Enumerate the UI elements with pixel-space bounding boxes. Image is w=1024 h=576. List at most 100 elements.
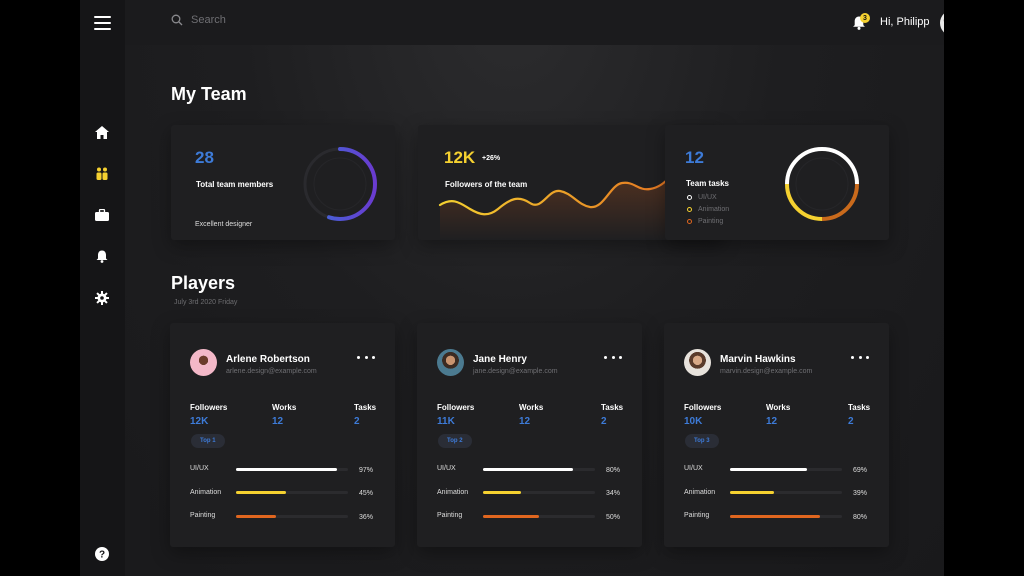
stat-header-tasks: Tasks bbox=[601, 403, 624, 412]
skill-progress-fill bbox=[236, 468, 337, 471]
skill-progress-fill bbox=[483, 491, 522, 494]
player-email: marvin.design@example.com bbox=[720, 368, 813, 375]
skill-progress-bar bbox=[483, 491, 595, 494]
rank-badge[interactable]: Top 1 bbox=[191, 434, 225, 448]
home-icon[interactable] bbox=[93, 123, 111, 141]
skill-progress-bar bbox=[730, 491, 842, 494]
team-tasks-card: 12 Team tasks UI/UX Animation Painting bbox=[665, 125, 889, 240]
stat-header-works: Works bbox=[272, 403, 297, 412]
player-card: Jane Henry jane.design@example.com Follo… bbox=[417, 323, 642, 547]
skill-progress-bar bbox=[483, 468, 595, 471]
skill-percent: 80% bbox=[606, 467, 621, 474]
ring-segment-uiux bbox=[821, 147, 859, 185]
stat-header-works: Works bbox=[766, 403, 791, 412]
stat-header-followers: Followers bbox=[190, 403, 228, 412]
bell-icon[interactable] bbox=[93, 247, 111, 265]
stat-value-works: 12 bbox=[766, 416, 778, 427]
stat-header-tasks: Tasks bbox=[354, 403, 377, 412]
ring-segment-painting bbox=[821, 183, 859, 221]
stat-value-followers: 10K bbox=[684, 416, 703, 427]
team-tasks-ring bbox=[785, 147, 859, 221]
players-date: July 3rd 2020 Friday bbox=[174, 299, 238, 306]
legend-item-painting: Painting bbox=[687, 218, 723, 225]
stat-value-followers: 12K bbox=[190, 416, 209, 427]
skill-progress-fill bbox=[483, 468, 573, 471]
stat-value-tasks: 2 bbox=[354, 416, 360, 427]
player-avatar[interactable] bbox=[684, 349, 711, 376]
hamburger-menu-icon[interactable] bbox=[94, 16, 111, 30]
user-avatar[interactable] bbox=[940, 10, 944, 36]
team-tasks-count: 12 bbox=[685, 148, 704, 167]
stat-header-tasks: Tasks bbox=[848, 403, 871, 412]
skill-progress-bar bbox=[236, 491, 348, 494]
stat-value-tasks: 2 bbox=[601, 416, 607, 427]
player-name[interactable]: Marvin Hawkins bbox=[720, 354, 796, 365]
more-options-icon[interactable] bbox=[604, 353, 622, 361]
team-tasks-label: Team tasks bbox=[686, 179, 729, 188]
briefcase-icon[interactable] bbox=[93, 206, 111, 224]
skill-progress-bar bbox=[730, 515, 842, 518]
skill-percent: 34% bbox=[606, 490, 621, 497]
skill-progress-fill bbox=[483, 515, 539, 518]
legend-dot-uiux bbox=[687, 195, 692, 200]
search-input[interactable] bbox=[191, 14, 351, 26]
skill-label: UI/UX bbox=[190, 465, 209, 472]
stat-value-works: 12 bbox=[272, 416, 284, 427]
team-icon[interactable] bbox=[93, 164, 111, 182]
skill-label: UI/UX bbox=[437, 465, 456, 472]
player-avatar[interactable] bbox=[437, 349, 464, 376]
team-members-label: Total team members bbox=[196, 180, 274, 189]
svg-text:?: ? bbox=[99, 550, 105, 561]
skill-progress-bar bbox=[730, 468, 842, 471]
ring-segment-animation bbox=[785, 183, 823, 221]
help-icon[interactable]: ? bbox=[93, 545, 111, 563]
skill-label: Painting bbox=[437, 512, 463, 519]
skill-label: Animation bbox=[190, 489, 222, 496]
skill-progress-bar bbox=[236, 468, 348, 471]
legend-item-uiux: UI/UX bbox=[687, 194, 717, 201]
skill-label: Painting bbox=[684, 512, 710, 519]
team-members-card: 28 Total team members Excellent designer bbox=[171, 125, 395, 240]
skill-progress-fill bbox=[730, 491, 774, 494]
skill-percent: 97% bbox=[359, 467, 374, 474]
followers-count: 12K bbox=[444, 148, 476, 167]
notification-count-badge: 3 bbox=[860, 13, 870, 23]
more-options-icon[interactable] bbox=[357, 353, 375, 361]
legend-dot-painting bbox=[687, 219, 692, 224]
player-avatar[interactable] bbox=[190, 349, 217, 376]
skill-progress-fill bbox=[236, 515, 277, 518]
player-card: Marvin Hawkins marvin.design@example.com… bbox=[664, 323, 889, 547]
player-name[interactable]: Jane Henry bbox=[473, 354, 527, 365]
skill-progress-fill bbox=[236, 491, 287, 494]
legend-label-painting: Painting bbox=[698, 218, 724, 225]
skill-progress-bar bbox=[483, 515, 595, 518]
skill-percent: 36% bbox=[359, 514, 374, 521]
team-members-ring bbox=[303, 147, 377, 221]
skill-percent: 50% bbox=[606, 514, 621, 521]
legend-label-uiux: UI/UX bbox=[698, 194, 717, 201]
skill-label: UI/UX bbox=[684, 465, 703, 472]
search-icon[interactable] bbox=[171, 14, 183, 26]
my-team-title: My Team bbox=[171, 84, 247, 104]
skill-progress-fill bbox=[730, 515, 820, 518]
player-name[interactable]: Arlene Robertson bbox=[226, 354, 310, 365]
skill-progress-bar bbox=[236, 515, 348, 518]
more-options-icon[interactable] bbox=[851, 353, 869, 361]
rank-badge[interactable]: Top 3 bbox=[685, 434, 719, 448]
skill-label: Animation bbox=[437, 489, 469, 496]
stat-header-works: Works bbox=[519, 403, 544, 412]
team-members-note: Excellent designer bbox=[195, 221, 253, 228]
legend-label-animation: Animation bbox=[698, 206, 730, 213]
stat-value-works: 12 bbox=[519, 416, 531, 427]
rank-badge[interactable]: Top 2 bbox=[438, 434, 472, 448]
player-card: Arlene Robertson arlene.design@example.c… bbox=[170, 323, 395, 547]
gear-icon[interactable] bbox=[93, 289, 111, 307]
notifications-button[interactable]: 3 bbox=[852, 13, 870, 32]
sidebar: ? bbox=[80, 0, 125, 576]
team-members-count: 28 bbox=[195, 148, 214, 167]
skill-percent: 39% bbox=[853, 490, 868, 497]
ring-segment-uiux-2 bbox=[785, 147, 823, 185]
player-email: jane.design@example.com bbox=[473, 368, 558, 375]
legend-item-animation: Animation bbox=[687, 206, 729, 213]
legend-dot-animation bbox=[687, 207, 692, 212]
